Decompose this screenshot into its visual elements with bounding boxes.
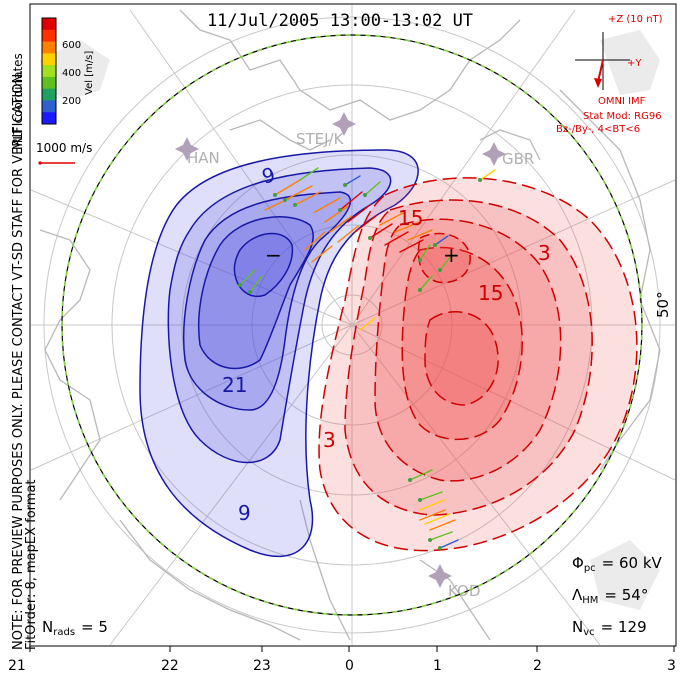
stat-phi-symbol: Φ <box>572 554 584 572</box>
stat-lambda-value: = 54° <box>604 586 648 604</box>
stat-nvc-subscript: vc <box>583 627 594 638</box>
preview-note: NOTE: FOR PREVIEW PURPOSES ONLY. PLEASE … <box>11 70 26 650</box>
contour-label-pos-15: 15 <box>478 281 503 305</box>
imf-stat-model-label: Stat Mod: RG96 <box>583 111 662 122</box>
colorbar-tick-600: 600 <box>62 40 81 51</box>
vector-origin-dots <box>238 178 482 550</box>
latitude-label-50: 50° <box>654 291 672 318</box>
potential-max-marker: + <box>443 243 460 267</box>
station-label-han: HAN <box>187 149 220 167</box>
stat-nrads-subscript: rads <box>53 627 75 638</box>
contour-label-neg-9-bottom: 9 <box>238 501 251 525</box>
imf-vector-arrow <box>597 59 604 83</box>
colorbar-segment <box>42 76 56 90</box>
velocity-colorbar <box>41 17 57 125</box>
mlt-tick-2: 2 <box>533 658 542 674</box>
plot-frame <box>29 3 677 647</box>
velocity-vectors <box>239 167 496 549</box>
stat-n-rads: Nrads = 5 <box>42 618 108 638</box>
contour-label-pos-3-bottom: 3 <box>323 428 336 452</box>
colorbar-segment <box>42 65 56 78</box>
stat-lambda-subscript: HM <box>582 595 598 606</box>
stat-phi-subscript: pc <box>584 563 596 574</box>
mlt-tick-22: 22 <box>161 658 179 674</box>
stat-nvc-symbol: N <box>572 618 583 636</box>
hm-boundary-dashed <box>61 34 643 616</box>
stat-nvc-value: = 129 <box>601 618 647 636</box>
stat-phi-value: = 60 kV <box>602 554 663 572</box>
svg-text:Nvc= 129: Nvc = 129 <box>572 618 647 638</box>
map-title: 11/Jul/2005 13:00-13:02 UT <box>207 11 473 31</box>
colorbar-segment <box>42 18 56 31</box>
imf-plus-z-label: +Z (10 nT) <box>608 14 663 25</box>
svg-text:Nrads= 5: Nrads = 5 <box>42 618 108 638</box>
colorbar-tick-400: 400 <box>62 68 81 79</box>
mlt-tick-0: 0 <box>345 658 354 674</box>
colorbar-segment <box>42 29 56 43</box>
stat-nrads-value: = 5 <box>81 618 108 636</box>
mlt-tick-21: 21 <box>8 658 26 674</box>
stat-nrads-symbol: N <box>42 618 53 636</box>
coastlines <box>39 9 661 641</box>
mlt-tick-3: 3 <box>667 658 676 674</box>
land-patches <box>40 30 660 610</box>
colorbar-segment <box>42 88 56 101</box>
mlt-tick-23: 23 <box>253 658 271 674</box>
stat-lambda-symbol: Λ <box>572 586 583 604</box>
station-label-gbr: GBR <box>502 150 534 168</box>
station-markers <box>175 112 506 588</box>
positive-potential-cell <box>318 177 638 552</box>
colorbar-segment <box>42 112 56 125</box>
longitude-grid <box>30 5 676 646</box>
contour-label-pos-3-top: 3 <box>538 241 551 265</box>
fit-order-note: FitOrder: 8, mapEX format <box>24 479 39 650</box>
velocity-scale-origin <box>38 161 42 165</box>
colorbar-label: Vel [m/s] <box>84 51 95 95</box>
mlt-axis-ticks <box>29 646 675 652</box>
colorbar-segment <box>42 41 56 54</box>
imf-plus-y-label: +Y <box>627 58 642 69</box>
svg-text:ΛHM= 54°: ΛHM = 54° <box>572 586 648 606</box>
stat-n-vc: Nvc = 129 <box>572 618 647 638</box>
imf-bin-label: Bz-/By-, 4<BT<6 <box>556 124 640 135</box>
colorbar-segment <box>42 53 56 66</box>
colorbar-tick-200: 200 <box>62 96 81 107</box>
colorbar-border <box>41 17 57 125</box>
mlt-tick-1: 1 <box>433 658 442 674</box>
imf-source-label: OMNI IMF <box>598 96 646 107</box>
mlt-coordinates-label: MLT coordinates <box>11 53 25 150</box>
stat-lambda-hm: ΛHM = 54° <box>572 586 648 606</box>
contour-label-pos-15-top: 15 <box>398 206 423 230</box>
contour-label-neg-21: 21 <box>222 373 247 397</box>
contour-label-neg-9-top: 9 <box>259 162 278 188</box>
potential-min-marker: − <box>265 243 282 267</box>
imf-arrowhead <box>594 78 602 88</box>
svg-text:Φpc= 60 kV: Φpc = 60 kV <box>572 554 663 574</box>
station-label-stejk: STEJ/K <box>296 130 345 148</box>
stat-phi-pc: Φpc = 60 kV <box>572 554 663 574</box>
colorbar-segment <box>42 100 56 113</box>
velocity-scale-label: 1000 m/s <box>36 141 92 155</box>
